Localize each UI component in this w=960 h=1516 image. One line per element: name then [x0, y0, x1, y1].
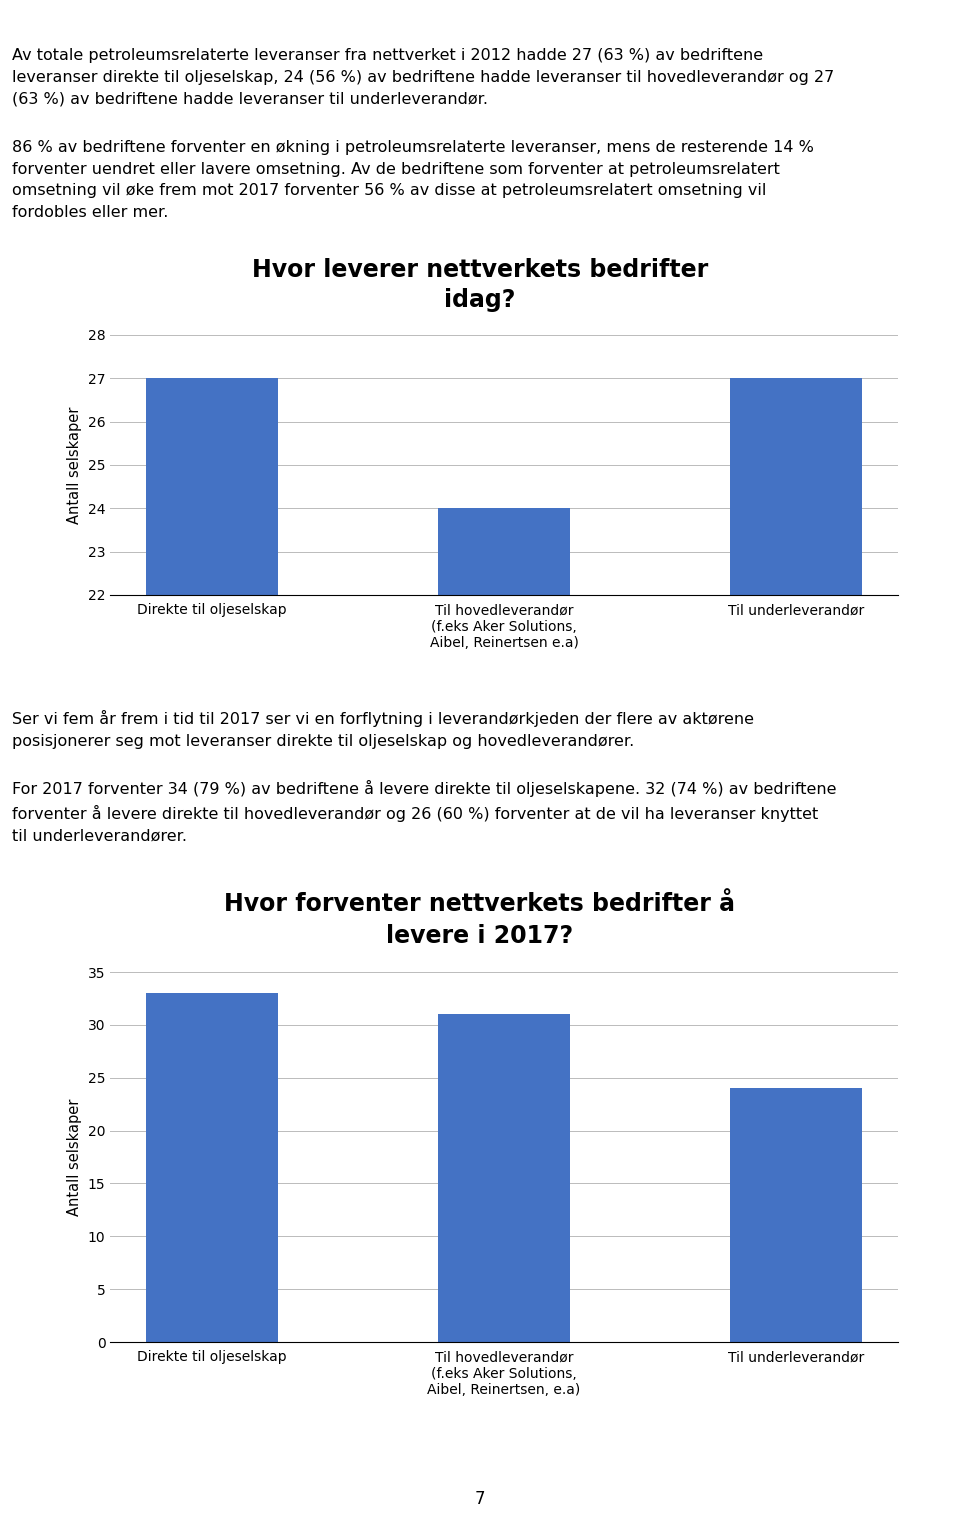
Y-axis label: Antall selskaper: Antall selskaper	[67, 1098, 83, 1216]
Bar	[146, 993, 277, 1342]
Text: Hvor forventer nettverkets bedrifter å: Hvor forventer nettverkets bedrifter å	[225, 891, 735, 916]
Text: idag?: idag?	[444, 288, 516, 312]
Bar	[731, 1088, 862, 1342]
Text: Hvor leverer nettverkets bedrifter: Hvor leverer nettverkets bedrifter	[252, 258, 708, 282]
Y-axis label: Antall selskaper: Antall selskaper	[67, 406, 83, 523]
Text: 7: 7	[475, 1490, 485, 1508]
Bar	[439, 508, 569, 1516]
Text: Ser vi fem år frem i tid til 2017 ser vi en forflytning i leverandørkjeden der f: Ser vi fem år frem i tid til 2017 ser vi…	[12, 709, 755, 749]
Text: For 2017 forventer 34 (79 %) av bedriftene å levere direkte til oljeselskapene. : For 2017 forventer 34 (79 %) av bedrifte…	[12, 781, 837, 843]
Text: 86 % av bedriftene forventer en økning i petroleumsrelaterte leveranser, mens de: 86 % av bedriftene forventer en økning i…	[12, 139, 814, 220]
Text: Leveranser: Leveranser	[12, 9, 143, 29]
Text: levere i 2017?: levere i 2017?	[387, 923, 573, 948]
Bar	[146, 379, 277, 1516]
Bar	[731, 379, 862, 1516]
Bar	[439, 1014, 569, 1342]
Text: Av totale petroleumsrelaterte leveranser fra nettverket i 2012 hadde 27 (63 %) a: Av totale petroleumsrelaterte leveranser…	[12, 49, 835, 106]
